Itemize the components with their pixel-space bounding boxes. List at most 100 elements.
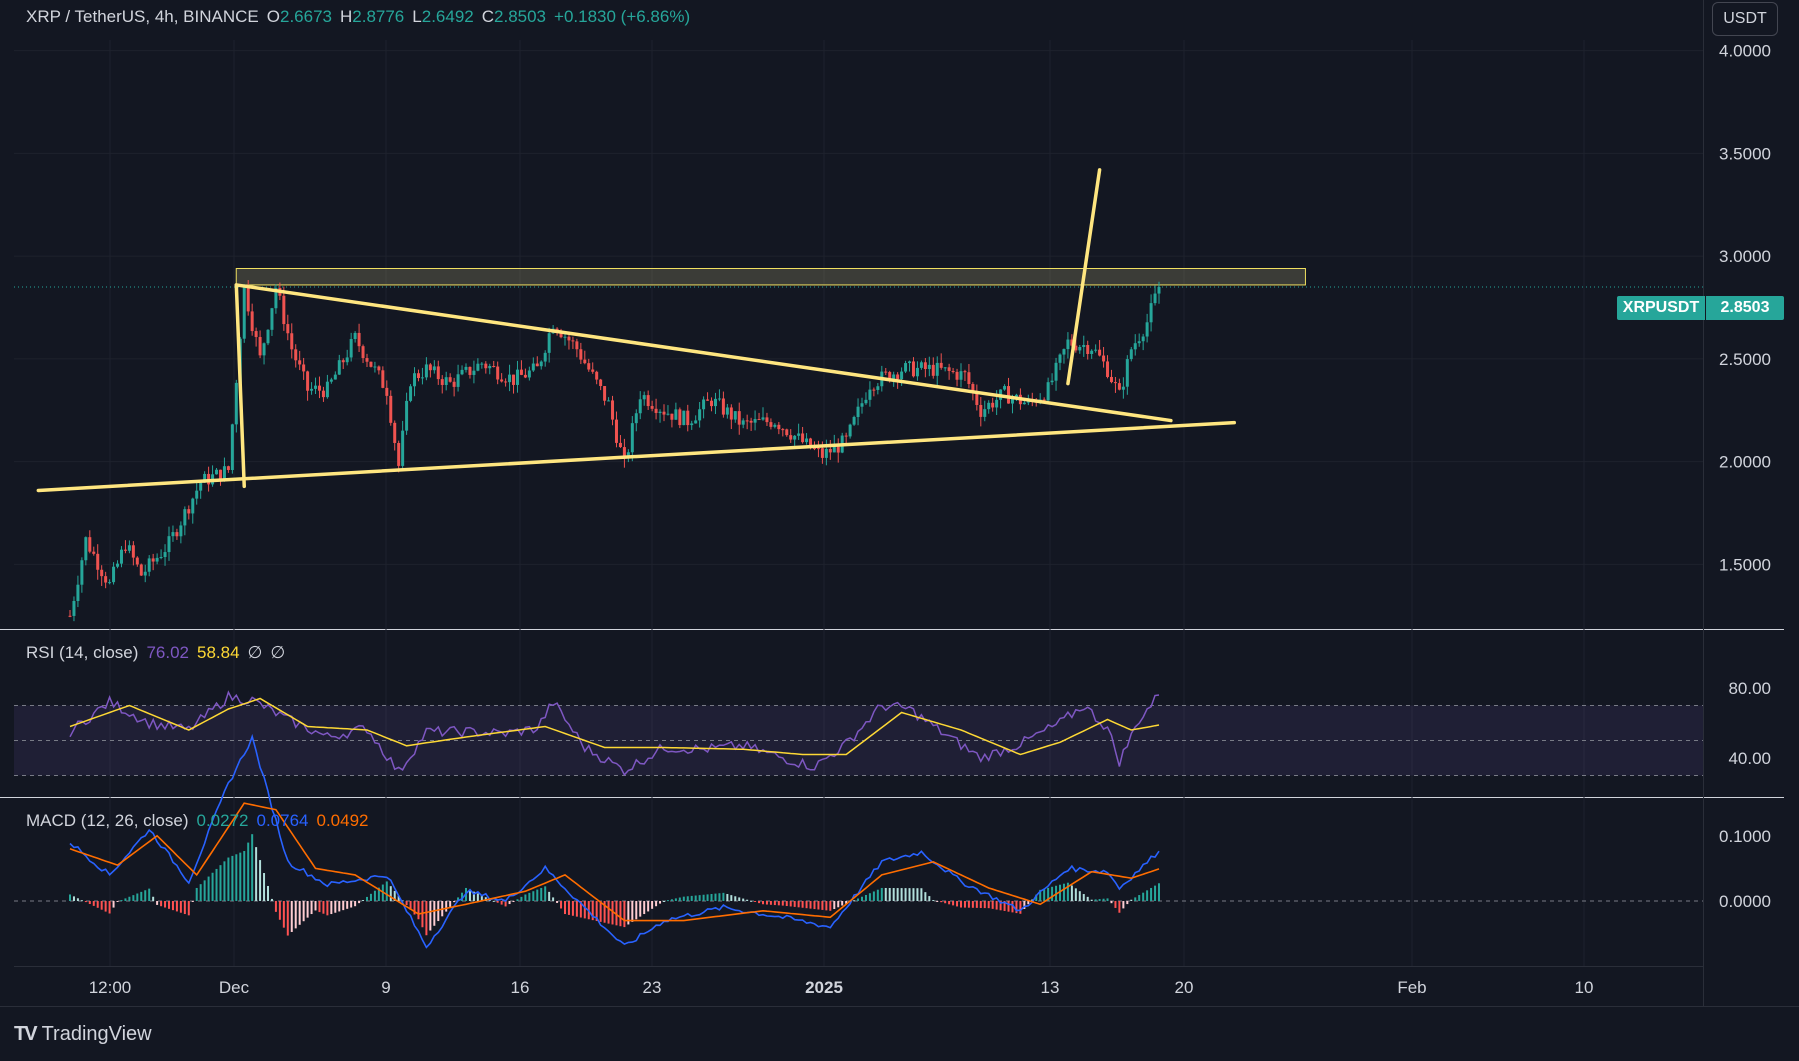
candle-body (428, 364, 432, 371)
macd-histogram-bar (666, 900, 669, 902)
candle-body (203, 473, 207, 483)
high-label: H (339, 7, 353, 26)
macd-histogram-bar (373, 890, 376, 901)
candle-body (702, 399, 706, 410)
price-tick-label: 3.5000 (1719, 144, 1771, 163)
macd-histogram-bar (393, 890, 396, 901)
macd-histogram-bar (714, 893, 717, 901)
symbol-label[interactable]: XRP / TetherUS, 4h, BINANCE (26, 7, 259, 26)
macd-histogram-bar (326, 901, 329, 916)
macd-histogram-bar (932, 900, 935, 902)
candle-body (385, 387, 389, 396)
macd-histogram-bar (1015, 901, 1018, 914)
candle-body (76, 584, 80, 602)
close-value: 2.8503 (494, 7, 547, 26)
candle-body (650, 406, 654, 409)
macd-histogram-bar (1039, 889, 1042, 901)
macd-histogram-bar (785, 901, 788, 907)
candle-body (104, 576, 108, 583)
macd-histogram-bar (1023, 901, 1026, 910)
macd-histogram-bar (987, 901, 990, 909)
candle-body (1113, 382, 1117, 384)
candle-body (179, 525, 183, 537)
macd-histogram-bar (805, 901, 808, 909)
candle-body (725, 407, 729, 415)
candle-body (820, 448, 824, 458)
candle-body (432, 366, 436, 371)
candle-body (769, 422, 773, 427)
candle-body (1090, 350, 1094, 355)
candle-body (1141, 336, 1145, 342)
candle-body (607, 400, 611, 402)
macd-histogram-bar (979, 901, 982, 908)
candle-body (1062, 349, 1066, 355)
macd-histogram-bar (1003, 901, 1006, 911)
macd-histogram-bar (1142, 892, 1145, 901)
macd-histogram-bar (183, 901, 186, 915)
candle-body (563, 336, 567, 338)
rsi-value: 76.02 (146, 643, 189, 662)
price-tick-label: 2.5000 (1719, 350, 1771, 369)
macd-histogram-bar (730, 895, 733, 901)
macd-histogram-bar (278, 901, 281, 920)
candle-body (591, 369, 595, 372)
macd-name[interactable]: MACD (12, 26, close) (26, 811, 189, 830)
candle-body (452, 381, 456, 387)
candle-body (270, 308, 274, 330)
macd-histogram-bar (821, 901, 824, 910)
candle-body (1102, 355, 1106, 362)
macd-histogram-bar (445, 901, 448, 912)
macd-histogram-bar (635, 901, 638, 920)
currency-button[interactable]: USDT (1712, 2, 1778, 36)
low-label: L (412, 7, 422, 26)
macd-histogram-bar (211, 872, 214, 901)
macd-histogram-bar (476, 893, 479, 901)
macd-histogram-bar (781, 901, 784, 906)
macd-histogram-bar (591, 901, 594, 921)
candle-body (488, 366, 492, 369)
candle-body (1121, 386, 1125, 390)
macd-histogram-bar (1035, 894, 1038, 901)
candle-body (535, 363, 539, 367)
macd-histogram-bar (940, 901, 943, 903)
rsi-name[interactable]: RSI (14, close) (26, 643, 139, 662)
macd-histogram-bar (896, 888, 899, 901)
macd-histogram-bar (136, 893, 139, 901)
candle-body (1129, 349, 1133, 360)
macd-histogram-bar (104, 901, 107, 912)
macd-histogram-bar (369, 893, 372, 901)
candle-body (1010, 397, 1014, 404)
candle-body (1066, 339, 1070, 350)
candle-body (1125, 359, 1129, 387)
macd-histogram-bar (270, 898, 273, 901)
macd-histogram-bar (318, 901, 321, 913)
macd-legend: MACD (12, 26, close) 0.0272 0.0764 0.049… (26, 811, 369, 831)
price-tick-label: 4.0000 (1719, 42, 1771, 61)
macd-histogram-bar (1007, 901, 1010, 912)
time-tick-label: 12:00 (89, 978, 132, 997)
candle-body (1082, 345, 1086, 348)
candle-body (595, 371, 599, 380)
macd-histogram-bar (453, 901, 456, 903)
macd-histogram-bar (833, 901, 836, 910)
macd-histogram-bar (433, 901, 436, 926)
macd-histogram-bar (663, 901, 665, 902)
tradingview-logo[interactable]: TV TradingView (14, 1022, 152, 1046)
macd-histogram-bar (1122, 901, 1125, 909)
candle-body (710, 400, 714, 407)
macd-histogram-bar (334, 901, 337, 913)
macd-histogram-bar (389, 886, 392, 901)
candle-body (492, 366, 496, 368)
close-label: C (481, 7, 495, 26)
candle-body (512, 374, 516, 385)
macd-histogram-bar (1082, 894, 1085, 901)
macd-histogram-bar (674, 898, 677, 901)
macd-histogram-bar (952, 901, 955, 906)
candle-body (777, 424, 781, 430)
candle-body (1042, 399, 1046, 401)
candle-body (868, 389, 872, 400)
candle-body (642, 395, 646, 400)
macd-histogram-bar (267, 885, 269, 901)
